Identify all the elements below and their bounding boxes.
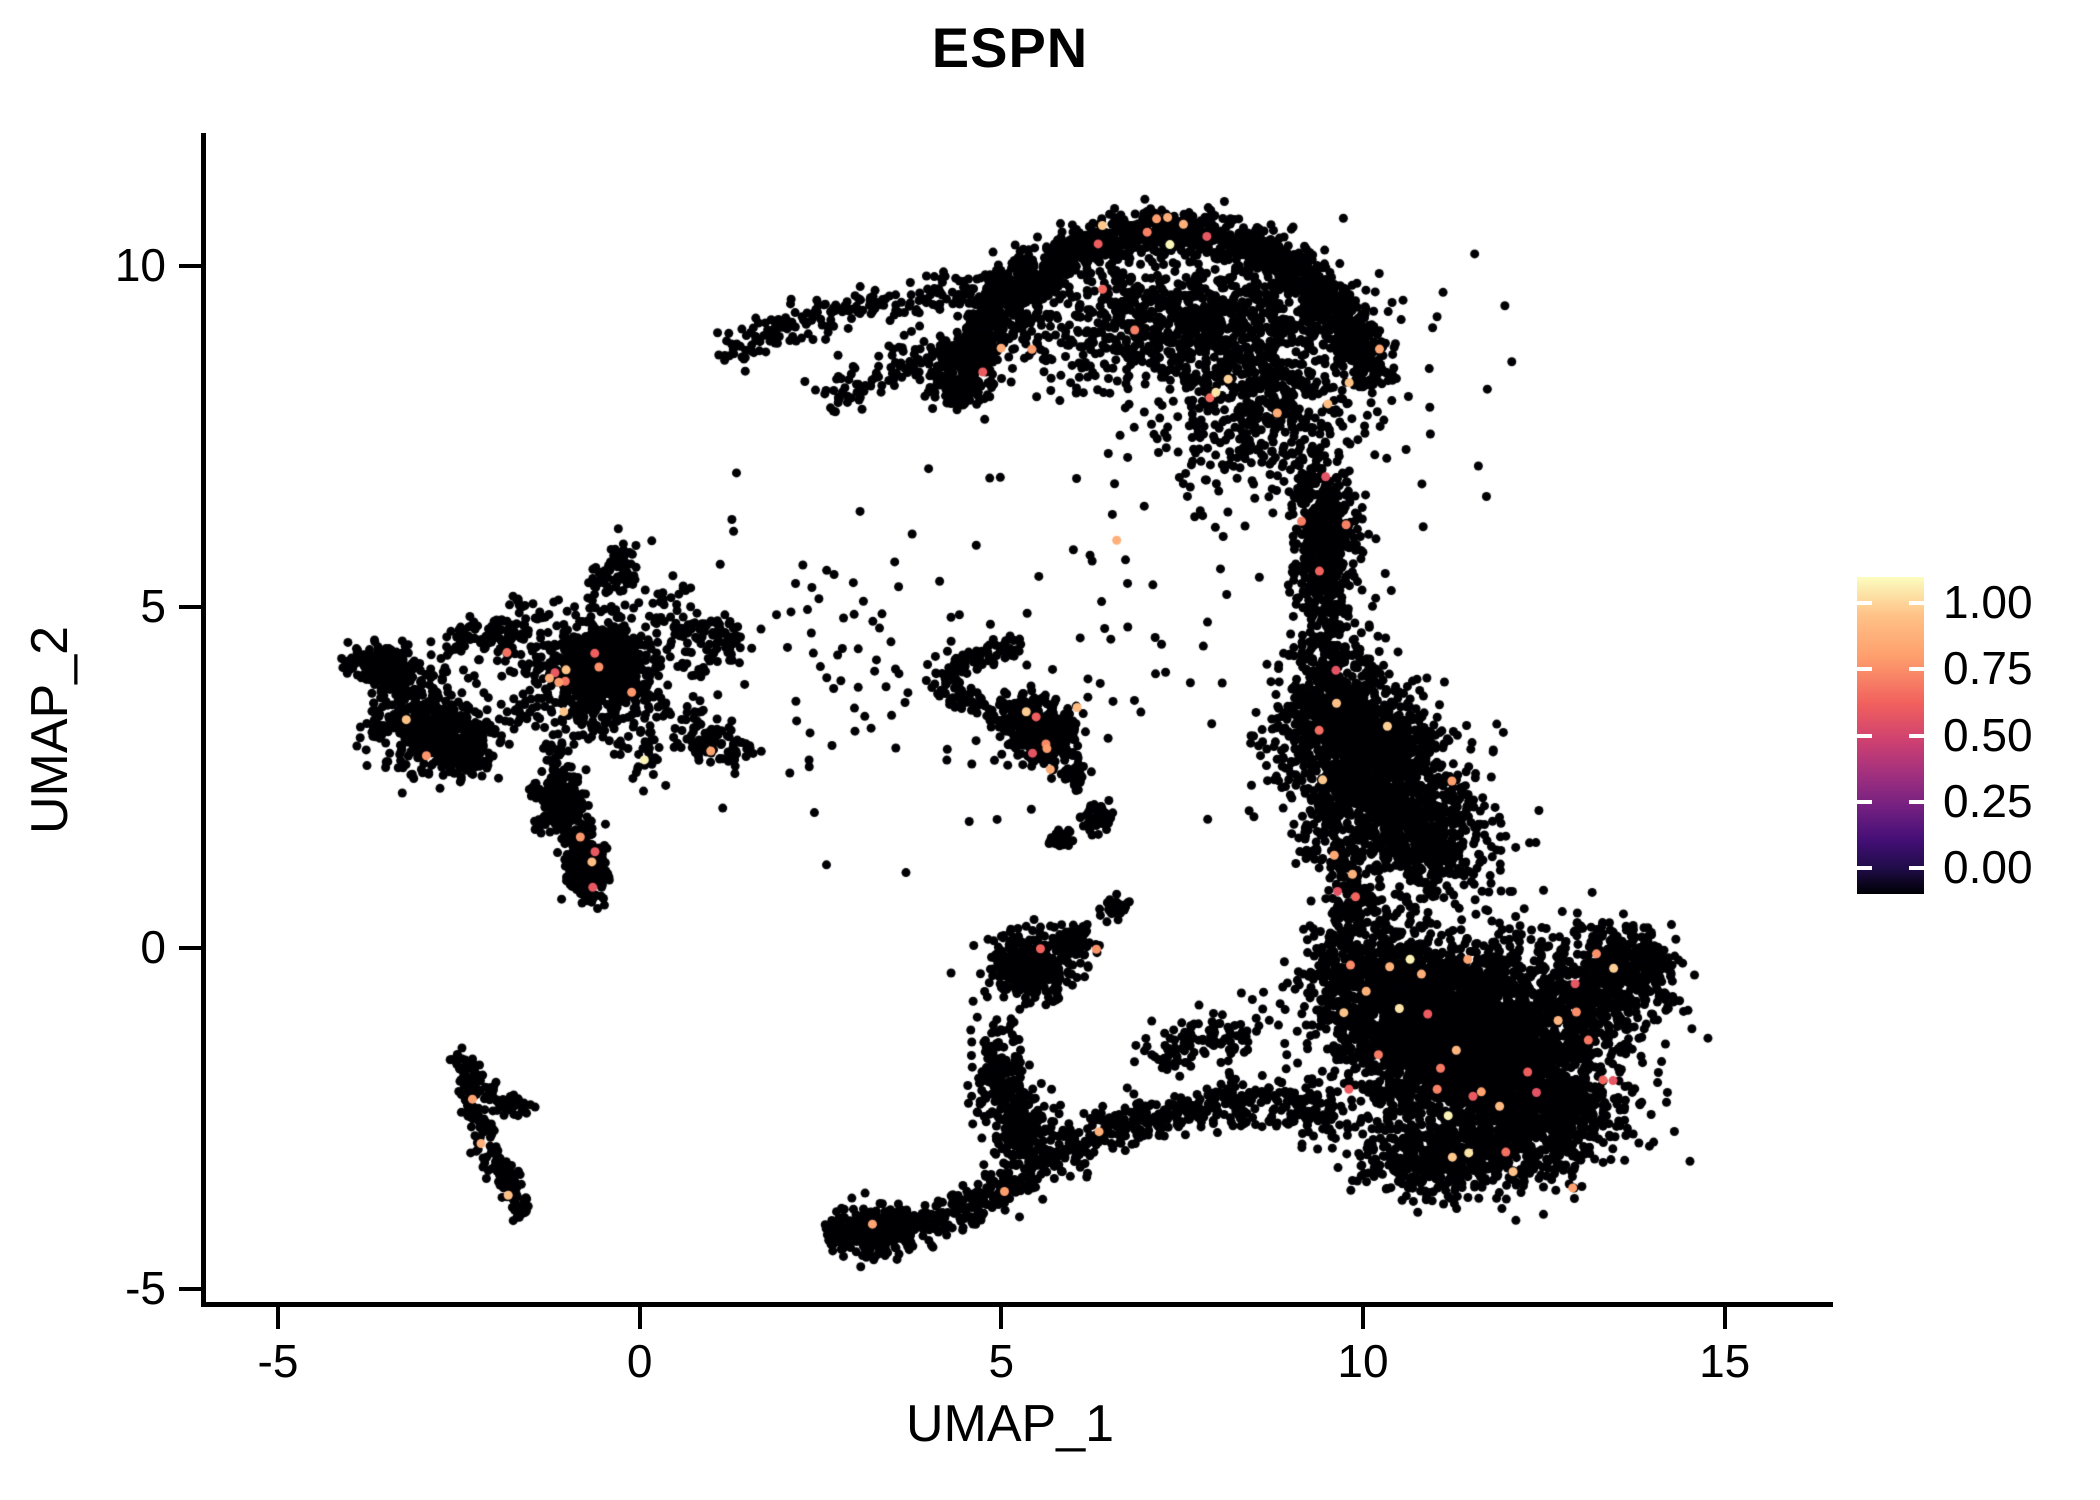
y-axis-line xyxy=(201,133,206,1307)
colorbar-tick-label: 0.00 xyxy=(1943,841,2033,893)
x-tick-label: -5 xyxy=(257,1335,299,1387)
y-tick-label: 10 xyxy=(114,239,166,291)
y-tick-mark xyxy=(179,946,201,950)
x-tick-label: 10 xyxy=(1337,1335,1389,1387)
colorbar-tick-mark xyxy=(1857,733,1872,738)
colorbar-tick-label: 0.50 xyxy=(1943,708,2033,761)
colorbar-tick-mark xyxy=(1857,799,1872,804)
y-tick-label: -5 xyxy=(125,1262,166,1314)
x-tick-label: 15 xyxy=(1699,1335,1751,1387)
y-tick-mark xyxy=(179,605,201,609)
color-legend[interactable]: 1.00 0.75 0.50 0.25 0.00 xyxy=(1857,576,2077,897)
colorbar-tick-mark xyxy=(1857,667,1872,672)
colorbar-tick-mark xyxy=(1909,667,1924,672)
colorbar-tick-mark xyxy=(1909,799,1924,804)
y-axis-title: UMAP_2 xyxy=(21,625,79,835)
y-tick-mark xyxy=(179,264,201,268)
colorbar-tick-label: 0.25 xyxy=(1943,774,2033,827)
x-axis-title: UMAP_1 xyxy=(905,1395,1115,1453)
scatter-plot-panel[interactable] xyxy=(205,135,1830,1302)
page-title: ESPN xyxy=(931,16,1089,79)
y-tick-label: 5 xyxy=(140,580,166,632)
colorbar-tick-mark xyxy=(1857,866,1872,870)
x-tick-mark xyxy=(999,1307,1004,1329)
x-tick-mark xyxy=(276,1307,280,1329)
colorbar-tick-label: 0.75 xyxy=(1943,642,2033,695)
colorbar-tick-label: 1.00 xyxy=(1943,576,2033,628)
x-tick-mark xyxy=(637,1307,642,1329)
scatter-points-layer xyxy=(205,135,1830,1302)
x-tick-label: 0 xyxy=(626,1335,653,1387)
x-tick-label: 5 xyxy=(988,1335,1015,1387)
colorbar-tick-mark xyxy=(1909,866,1924,870)
x-tick-mark xyxy=(1722,1307,1727,1329)
colorbar-tick-mark xyxy=(1909,601,1924,605)
y-tick-mark xyxy=(179,1287,201,1291)
y-tick-label: 0 xyxy=(140,921,166,973)
colorbar-tick-mark xyxy=(1909,733,1924,738)
x-axis-line xyxy=(201,1302,1833,1307)
colorbar-tick-mark xyxy=(1857,601,1872,605)
x-tick-mark xyxy=(1361,1307,1365,1329)
